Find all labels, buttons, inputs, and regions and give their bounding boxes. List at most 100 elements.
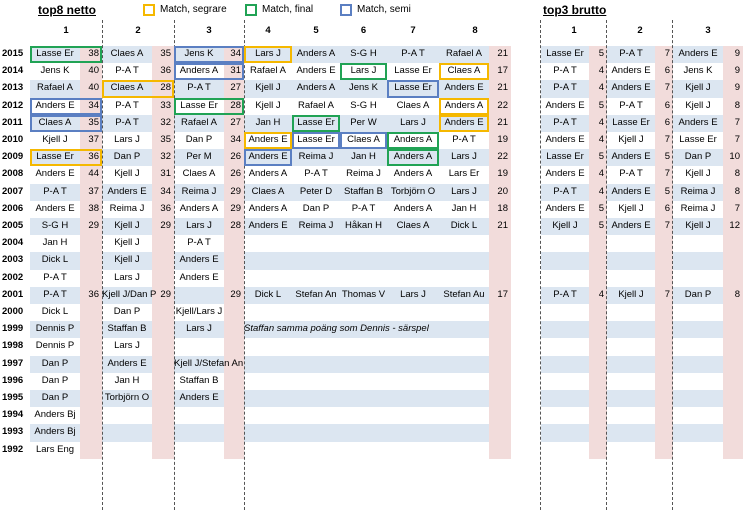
player-name: Anders E [35, 168, 75, 180]
player-name: Anders E [248, 151, 288, 163]
player-name: Anders E [248, 220, 288, 231]
row-stripe [30, 355, 511, 373]
player-name: Kjell J [255, 82, 281, 94]
score: 10 [729, 151, 740, 163]
player-name: P-A T [619, 168, 643, 180]
player-name: Anders A [248, 168, 288, 180]
player-name: Kjell J [42, 134, 68, 145]
score: 26 [230, 151, 241, 163]
score: 34 [88, 99, 99, 111]
player-name: Lars J [451, 151, 477, 163]
player-name: Dan P [302, 202, 330, 214]
score: 5 [664, 185, 670, 197]
legend-swatch [245, 4, 257, 16]
column-header: 2 [135, 25, 141, 36]
player-name: Lars J [186, 323, 212, 335]
player-name: Kjell J [114, 220, 140, 231]
score: 37 [88, 134, 99, 145]
match-final-box [387, 149, 439, 167]
player-name: Rafael A [37, 82, 73, 94]
score: 34 [230, 134, 241, 145]
player-name: Dan P [41, 392, 69, 403]
player-name: Stefan Au [443, 288, 485, 300]
player-name: Reima J [181, 185, 217, 197]
player-name: Anders A [179, 202, 219, 214]
legend-label: Match, final [262, 4, 314, 15]
year-label: 2014 [2, 65, 24, 77]
player-name: P-A T [187, 237, 211, 249]
score: 4 [598, 116, 604, 128]
player-name: Anders E [179, 271, 219, 283]
score: 4 [598, 288, 604, 300]
player-name: Lars J [114, 340, 140, 352]
score: 29 [230, 185, 241, 197]
player-name: Jan H [114, 374, 140, 386]
player-name: Anders E [611, 65, 651, 77]
player-name: Kjell J [114, 254, 140, 266]
player-name: Anders A [393, 134, 433, 145]
score: 4 [598, 168, 604, 180]
row-stripe [30, 183, 511, 201]
column-separator [102, 20, 103, 510]
player-name: Anders E [107, 357, 147, 369]
match-segrare-box [439, 63, 489, 81]
row-stripe [30, 390, 511, 408]
match-segrare-box [102, 80, 174, 98]
score: 27 [230, 82, 241, 94]
score: 7 [664, 168, 670, 180]
player-name: Håkan H [345, 220, 382, 231]
player-name: Rafael A [181, 116, 217, 128]
score: 12 [729, 220, 740, 231]
player-name: Anders E [444, 82, 484, 94]
match-semi-box [244, 149, 292, 167]
score: 18 [497, 202, 508, 214]
player-name: Anders E [179, 254, 219, 266]
player-name: P-A T [43, 185, 67, 197]
score: 38 [88, 202, 99, 214]
year-label: 2010 [2, 134, 24, 145]
row-stripe [30, 114, 511, 132]
score: 44 [88, 168, 99, 180]
player-name: Kjell J [685, 99, 711, 111]
player-name: Lasse Er [297, 134, 335, 145]
score-column-shade [152, 46, 174, 459]
row-stripe [30, 286, 511, 304]
player-name: Anders A [393, 168, 433, 180]
player-name: P-A T [452, 134, 476, 145]
player-name: P-A T [43, 271, 67, 283]
score: 8 [734, 168, 740, 180]
score: 4 [598, 82, 604, 94]
player-name: Kjell/Lars J [175, 306, 223, 317]
player-name: Anders E [545, 99, 585, 111]
year-label: 1997 [2, 357, 24, 369]
score: 5 [598, 99, 604, 111]
year-label: 2013 [2, 82, 24, 94]
score: 37 [88, 185, 99, 197]
player-name: Rafael A [298, 99, 334, 111]
player-name: Jens K [683, 65, 713, 77]
player-name: P-A T [115, 65, 139, 77]
score: 36 [88, 288, 99, 300]
player-name: Anders E [248, 134, 288, 145]
player-name: Reima J [680, 185, 716, 197]
player-name: Anders E [107, 185, 147, 197]
column-separator [174, 20, 175, 510]
score: 17 [497, 288, 508, 300]
match-final-box [292, 114, 340, 132]
score: 6 [664, 116, 670, 128]
player-name: Lars J [400, 116, 426, 128]
player-name: Peter D [299, 185, 333, 197]
score: 22 [497, 99, 508, 111]
match-segrare-box [244, 46, 292, 64]
player-name: P-A T [553, 82, 577, 94]
year-label: 1996 [2, 374, 24, 386]
score: 19 [497, 134, 508, 145]
score: 7 [664, 82, 670, 94]
player-name: P-A T [553, 185, 577, 197]
player-name: Lars J [400, 288, 426, 300]
score: 35 [160, 48, 171, 59]
year-label: 2009 [2, 151, 24, 163]
player-name: Anders A [393, 202, 433, 214]
player-name: Reima J [298, 151, 334, 163]
player-name: S-G H [350, 99, 377, 111]
